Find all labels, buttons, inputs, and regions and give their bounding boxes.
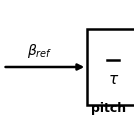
Text: pitch: pitch bbox=[91, 102, 126, 115]
Text: $\tau$: $\tau$ bbox=[108, 72, 119, 87]
Text: $\beta_{ref}$: $\beta_{ref}$ bbox=[27, 42, 53, 60]
Bar bbox=[87, 29, 134, 105]
